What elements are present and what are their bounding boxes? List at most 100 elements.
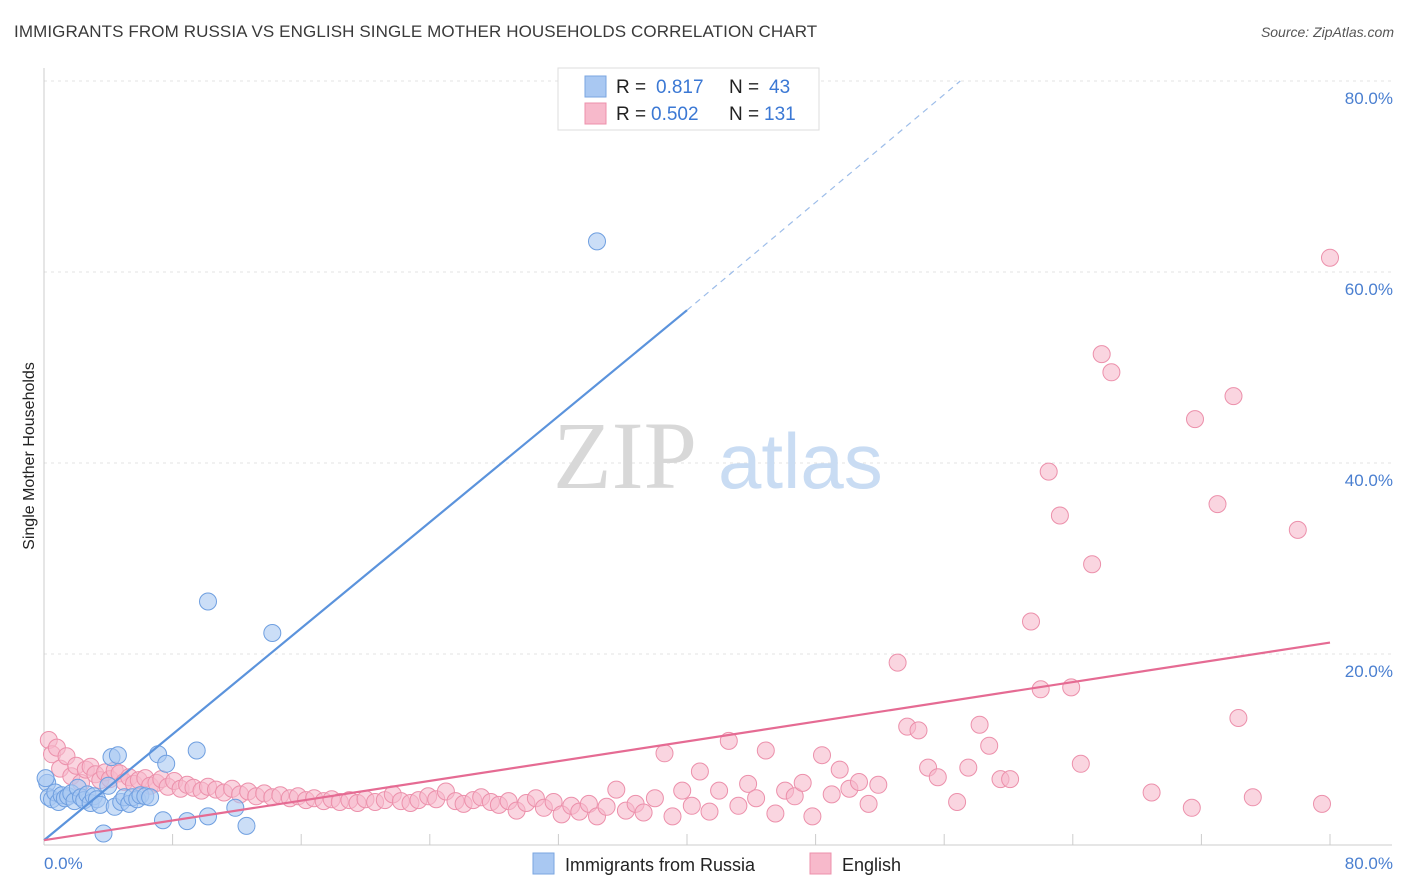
english-point: [690, 762, 709, 781]
chart-title: IMMIGRANTS FROM RUSSIA VS ENGLISH SINGLE…: [14, 22, 818, 41]
russia-point: [187, 741, 206, 760]
legend-r-label: R =: [616, 77, 646, 98]
english-point: [1039, 462, 1058, 481]
english-point: [1092, 345, 1111, 364]
english-point: [739, 774, 758, 793]
y-tick-label: 80.0%: [1345, 89, 1393, 108]
russia-point: [199, 592, 217, 611]
english-point: [1102, 363, 1121, 382]
english-point: [1321, 248, 1339, 267]
english-point: [597, 797, 616, 816]
english-point: [1288, 520, 1307, 539]
english-point: [959, 758, 978, 777]
english-point: [663, 807, 682, 826]
english-point: [830, 760, 849, 779]
series-legend: Immigrants from Russia English: [532, 852, 901, 875]
russia-trend-extension: [686, 80, 961, 311]
english-point: [1031, 680, 1050, 699]
english-point: [970, 715, 989, 734]
english-point: [1142, 783, 1161, 802]
russia-trend-line: [43, 309, 688, 842]
english-point: [1083, 555, 1102, 574]
english-point: [673, 781, 692, 800]
x-tick-label: 0.0%: [44, 854, 83, 873]
series-swatch-english: [809, 852, 832, 875]
y-axis-label: Single Mother Households: [21, 362, 38, 550]
russia-point: [263, 624, 282, 642]
english-point: [1071, 754, 1090, 773]
english-point: [803, 807, 822, 826]
trend-lines: [43, 80, 1331, 842]
english-point: [655, 744, 674, 763]
english-point: [1022, 612, 1040, 631]
english-point: [756, 741, 775, 760]
watermark-zip: ZIP: [553, 402, 697, 509]
english-point: [1243, 788, 1262, 807]
x-axis-ticks: [43, 834, 1331, 845]
english-points: [39, 248, 1339, 826]
russia-points: [36, 232, 606, 843]
russia-point: [36, 769, 55, 788]
english-point: [1186, 410, 1204, 429]
english-point: [980, 736, 999, 755]
english-point: [859, 794, 878, 813]
series-label-russia: Immigrants from Russia: [565, 855, 756, 875]
legend-n-label: N =: [729, 77, 759, 98]
legend-r-label: R =: [616, 104, 646, 125]
russia-point: [237, 816, 256, 835]
russia-point: [178, 812, 197, 831]
y-tick-label: 40.0%: [1345, 471, 1393, 490]
english-point: [850, 773, 868, 791]
correlation-legend: R = 0.817 N = 43 R = 0.502 N = 131: [557, 67, 820, 131]
russia-point: [141, 788, 160, 807]
english-point: [729, 796, 748, 815]
english-point: [888, 653, 907, 672]
russia-point: [588, 232, 606, 251]
english-point: [948, 793, 967, 811]
english-point: [1313, 794, 1331, 813]
legend-n-label: N =: [729, 104, 759, 125]
english-point: [700, 802, 719, 821]
legend-swatch-english: [584, 102, 607, 125]
english-point: [793, 773, 812, 792]
y-tick-label: 60.0%: [1345, 280, 1393, 299]
x-tick-label: 80.0%: [1345, 854, 1393, 873]
legend-r-value-russia: 0.817: [656, 77, 704, 98]
english-point: [1050, 506, 1069, 525]
legend-r-value-english: 0.502: [651, 104, 699, 125]
english-point: [579, 794, 598, 813]
english-point: [909, 721, 928, 740]
english-point: [1182, 798, 1201, 817]
series-swatch-russia: [532, 852, 555, 875]
legend-swatch-russia: [584, 75, 607, 98]
legend-n-value-english: 131: [764, 104, 796, 125]
english-point: [813, 746, 831, 765]
russia-point: [226, 798, 245, 817]
english-point: [1001, 770, 1020, 789]
english-point: [785, 787, 804, 806]
english-trend-line: [43, 641, 1331, 842]
source-credit: Source: ZipAtlas.com: [1260, 24, 1394, 40]
english-point: [682, 796, 701, 815]
english-point: [822, 785, 841, 804]
english-point: [710, 781, 729, 800]
watermark-atlas: atlas: [718, 417, 883, 505]
english-point: [747, 789, 766, 808]
english-point: [1224, 387, 1243, 406]
russia-point: [157, 754, 176, 773]
gridlines: [44, 80, 1392, 655]
english-point: [1229, 709, 1248, 727]
russia-point: [94, 824, 113, 843]
english-point: [1208, 495, 1227, 514]
english-point: [607, 780, 626, 799]
english-point: [928, 768, 947, 787]
english-point: [645, 789, 664, 808]
series-label-english: English: [842, 855, 901, 875]
english-point: [634, 803, 653, 822]
english-point: [766, 804, 785, 823]
russia-point: [108, 746, 127, 765]
legend-n-value-russia: 43: [769, 77, 790, 98]
english-point: [869, 775, 888, 794]
y-tick-label: 20.0%: [1345, 662, 1393, 681]
